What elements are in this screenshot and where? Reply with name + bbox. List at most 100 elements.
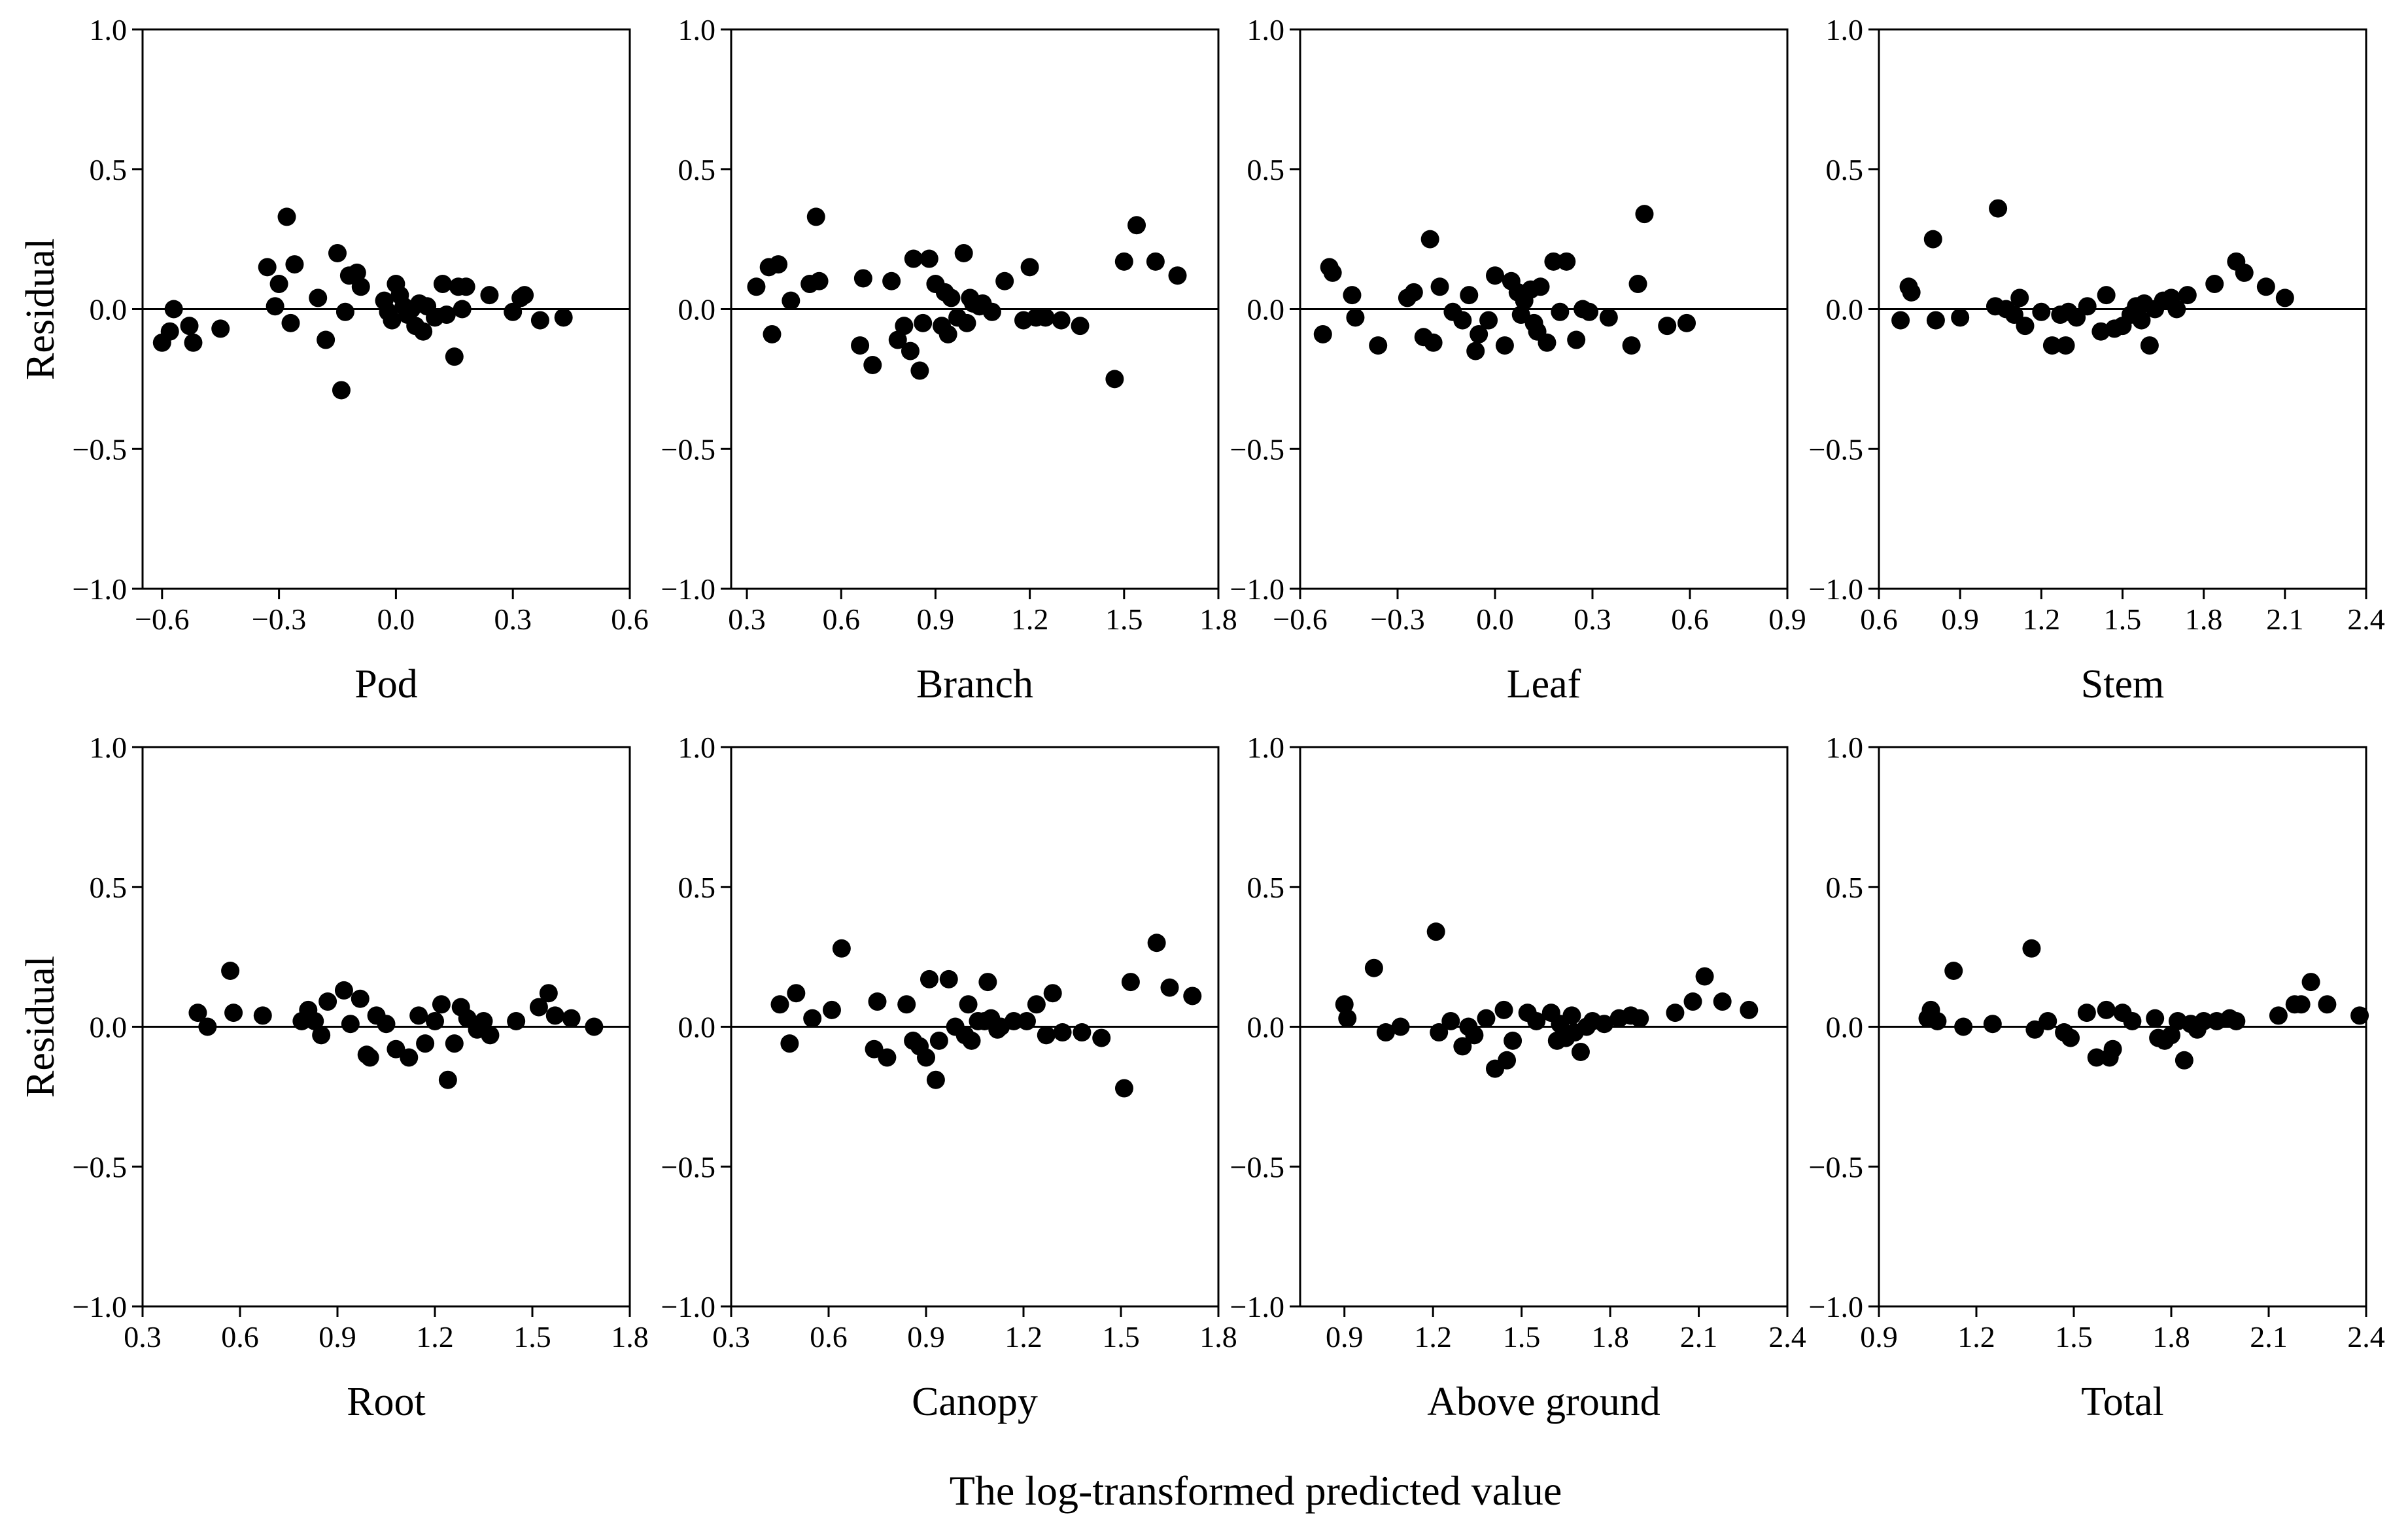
data-point <box>1470 324 1488 343</box>
y-tick-label: −0.5 <box>661 432 715 466</box>
data-point <box>2097 1000 2116 1019</box>
x-axis-label: Leaf <box>1507 662 1581 707</box>
data-point <box>1071 317 1090 336</box>
data-point <box>2178 286 2197 305</box>
data-point <box>2205 275 2224 294</box>
data-point <box>1954 1017 1973 1036</box>
data-point <box>863 356 882 374</box>
data-point <box>562 1009 581 1028</box>
data-point <box>1983 1015 2002 1034</box>
y-tick-label: 1.0 <box>1826 731 1864 764</box>
data-point <box>770 995 789 1014</box>
data-point <box>184 333 203 352</box>
data-point <box>832 939 851 958</box>
data-point <box>2042 336 2061 355</box>
data-point <box>1466 341 1485 360</box>
x-tick-label: 1.8 <box>1199 1320 1237 1354</box>
data-point <box>438 1070 457 1089</box>
data-point <box>914 313 933 332</box>
data-point <box>445 347 464 366</box>
x-tick-label: −0.6 <box>1273 603 1327 636</box>
data-point <box>1551 302 1570 321</box>
data-point <box>1628 275 1647 294</box>
panel-leaf: −1.0 −0.5 0.0 0.5 1.0 −0.6 −0.3 0.0 0.3 0.6 0.9 Lea… <box>1230 13 1806 707</box>
data-point <box>1036 308 1055 327</box>
x-tick-label: 1.8 <box>1199 603 1237 636</box>
data-point <box>954 244 973 262</box>
data-point <box>2097 286 2116 305</box>
data-point <box>2269 1006 2288 1025</box>
data-point <box>1043 984 1062 1003</box>
data-point <box>258 258 277 277</box>
data-point <box>2167 300 2186 319</box>
data-point <box>995 271 1014 290</box>
data-point <box>1369 336 1388 355</box>
x-tick-label: −0.3 <box>1370 603 1424 636</box>
y-tick-label: 1.0 <box>1826 13 1864 46</box>
data-point <box>803 1009 822 1028</box>
data-point <box>1037 1026 1056 1045</box>
data-point <box>910 361 929 380</box>
x-tick-label: 0.9 <box>917 603 955 636</box>
data-point <box>1147 934 1166 953</box>
data-point <box>437 306 456 324</box>
data-point <box>1160 978 1179 997</box>
data-point <box>769 255 788 274</box>
data-point <box>942 288 961 307</box>
data-point <box>1052 311 1071 330</box>
data-point <box>309 288 328 307</box>
data-point <box>1531 277 1550 296</box>
x-tick-label: 0.3 <box>712 1320 750 1354</box>
data-point <box>1944 962 1963 980</box>
data-point <box>1580 302 1599 321</box>
data-point <box>1989 199 2008 218</box>
data-point <box>530 311 549 330</box>
data-point <box>305 1011 324 1030</box>
data-point <box>882 271 901 290</box>
panel-grid: −1.0 −0.5 0.0 0.5 1.0 −0.6 −0.3 0.0 0.3 0.6 Pod Res… <box>18 13 2385 1424</box>
data-point <box>2061 1028 2080 1047</box>
x-tick-label: 2.4 <box>2347 1320 2385 1354</box>
x-tick-label: 0.6 <box>810 1320 848 1354</box>
data-point <box>938 324 957 343</box>
data-point <box>1441 1011 1460 1030</box>
data-point <box>180 317 199 336</box>
x-tick-label: 0.9 <box>1768 603 1806 636</box>
data-point <box>529 998 548 1017</box>
data-point <box>1114 1079 1133 1098</box>
data-point <box>1562 1006 1581 1025</box>
data-point <box>920 249 938 268</box>
data-point <box>539 984 558 1003</box>
data-point <box>904 249 923 268</box>
x-tick-label: 1.8 <box>2152 1320 2190 1354</box>
data-point <box>929 1031 948 1050</box>
data-point <box>318 992 337 1011</box>
data-point <box>1376 1023 1395 1042</box>
data-point <box>2022 939 2041 958</box>
data-point <box>1683 992 1702 1011</box>
data-point <box>1504 1031 1522 1050</box>
y-tick-label: −1.0 <box>1230 572 1284 606</box>
x-axis-label: Pod <box>354 662 417 707</box>
x-tick-label: 1.2 <box>1005 1320 1042 1354</box>
data-point <box>1477 1009 1496 1028</box>
x-tick-label: 0.9 <box>1860 1320 1898 1354</box>
data-point <box>1127 216 1146 235</box>
data-point <box>387 1040 405 1058</box>
data-point <box>2162 1026 2180 1045</box>
data-point <box>2032 302 2051 321</box>
data-point <box>901 341 920 360</box>
x-tick-label: 2.4 <box>2347 603 2385 636</box>
y-tick-label: 0.5 <box>1826 153 1864 186</box>
panel-above-ground: −1.0 −0.5 0.0 0.5 1.0 0.9 1.2 1.5 1.8 2.1 2.4 Above… <box>1230 731 1806 1424</box>
data-point <box>253 1006 272 1025</box>
x-tick-label: 0.3 <box>124 1320 162 1354</box>
y-tick-label: 0.0 <box>90 1011 128 1044</box>
data-point <box>481 1026 500 1045</box>
data-point <box>2301 973 2320 992</box>
data-point <box>1713 992 1732 1011</box>
data-point <box>347 263 366 282</box>
data-point <box>1183 987 1202 1005</box>
data-point <box>2194 1011 2213 1030</box>
data-point <box>878 1048 897 1067</box>
